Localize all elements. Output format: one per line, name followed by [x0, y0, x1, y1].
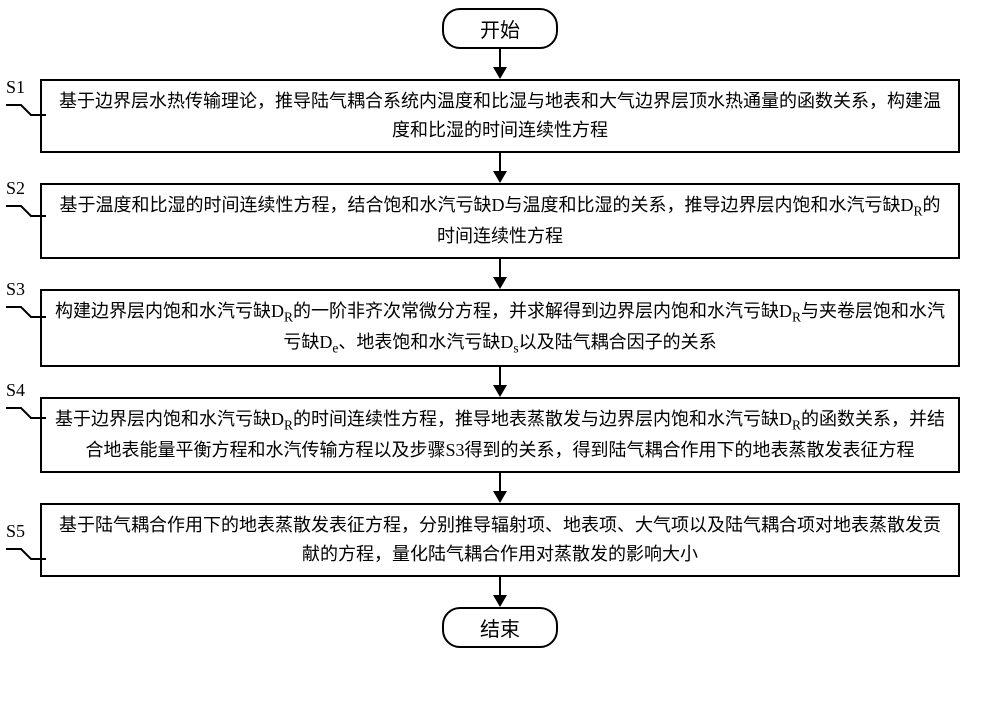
- notch-icon: [6, 198, 46, 228]
- arrow-s1-s2: [493, 153, 507, 183]
- arrow-s2-s3: [493, 259, 507, 289]
- step-label-s1: S1: [6, 77, 25, 98]
- notch-icon: [6, 299, 46, 329]
- arrow-s4-s5: [493, 473, 507, 503]
- step-s5-box: 基于陆气耦合作用下的地表蒸散发表征方程，分别推导辐射项、地表项、大气项以及陆气耦…: [40, 503, 960, 577]
- step-s2-box: 基于温度和比湿的时间连续性方程，结合饱和水汽亏缺D与温度和比湿的关系，推导边界层…: [40, 183, 960, 259]
- notch-icon: [6, 541, 46, 571]
- step-label-s5: S5: [6, 521, 25, 542]
- arrow-s5-end: [493, 577, 507, 607]
- step-s4-box: 基于边界层内饱和水汽亏缺DR的时间连续性方程，推导地表蒸散发与边界层内饱和水汽亏…: [40, 397, 960, 473]
- step-s1-box: 基于边界层水热传输理论，推导陆气耦合系统内温度和比湿与地表和大气边界层顶水热通量…: [40, 79, 960, 153]
- step-label-s2-text: S2: [6, 178, 25, 198]
- step-label-s4-text: S4: [6, 380, 25, 400]
- arrow-s3-s4: [493, 367, 507, 397]
- step-s3-text: 构建边界层内饱和水汽亏缺DR的一阶非齐次常微分方程，并求解得到边界层内饱和水汽亏…: [55, 301, 945, 352]
- end-label: 结束: [480, 619, 520, 641]
- arrow-start-s1: [493, 49, 507, 79]
- start-terminal: 开始: [442, 8, 558, 49]
- step-s1-text: 基于边界层水热传输理论，推导陆气耦合系统内温度和比湿与地表和大气边界层顶水热通量…: [59, 91, 941, 140]
- flowchart-container: 开始 基于边界层水热传输理论，推导陆气耦合系统内温度和比湿与地表和大气边界层顶水…: [40, 0, 960, 648]
- step-label-s3: S3: [6, 279, 25, 300]
- step-label-s5-text: S5: [6, 521, 25, 541]
- end-terminal: 结束: [442, 607, 558, 648]
- step-s5-text: 基于陆气耦合作用下的地表蒸散发表征方程，分别推导辐射项、地表项、大气项以及陆气耦…: [59, 515, 941, 564]
- step-s4-text: 基于边界层内饱和水汽亏缺DR的时间连续性方程，推导地表蒸散发与边界层内饱和水汽亏…: [55, 409, 945, 460]
- notch-icon: [6, 97, 46, 127]
- step-label-s3-text: S3: [6, 279, 25, 299]
- step-label-s2: S2: [6, 178, 25, 199]
- start-label: 开始: [480, 20, 520, 42]
- step-label-s1-text: S1: [6, 77, 25, 97]
- notch-icon: [6, 400, 46, 430]
- step-label-s4: S4: [6, 380, 25, 401]
- step-s3-box: 构建边界层内饱和水汽亏缺DR的一阶非齐次常微分方程，并求解得到边界层内饱和水汽亏…: [40, 289, 960, 367]
- step-s2-text: 基于温度和比湿的时间连续性方程，结合饱和水汽亏缺D与温度和比湿的关系，推导边界层…: [59, 195, 940, 246]
